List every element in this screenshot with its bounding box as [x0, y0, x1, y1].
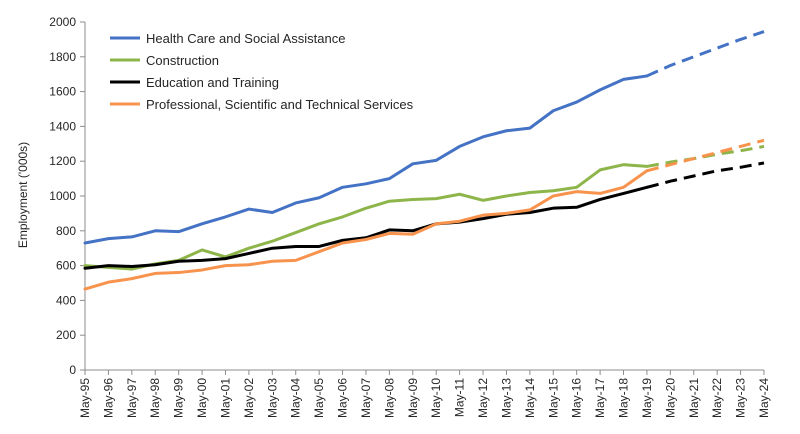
- x-tick-label: May-97: [125, 378, 139, 418]
- series-line-actual: [83, 169, 649, 291]
- x-tick-label: May-17: [593, 378, 607, 418]
- x-tick-label: May-14: [523, 378, 537, 418]
- x-axis-ticks: May-95 May-96 May-97 May-98 May-99 May-00 May-…: [78, 370, 771, 418]
- x-tick-label: May-02: [242, 378, 256, 418]
- x-tick-label: May-07: [359, 378, 373, 418]
- x-tick-label: May-10: [429, 378, 443, 418]
- x-tick-label: May-00: [195, 378, 209, 418]
- x-tick-label: May-22: [710, 378, 724, 418]
- x-tick-label: May-95: [78, 378, 92, 418]
- y-tick-label: 0: [69, 363, 76, 377]
- legend-label: Construction: [146, 53, 219, 68]
- x-tick-label: May-13: [499, 378, 513, 418]
- x-tick-label: May-18: [617, 378, 631, 418]
- series-line-projection: [646, 161, 765, 189]
- y-axis-ticks: 0 200 400 600 800 1000 1200 1400 1600 1800 2000: [49, 15, 85, 377]
- x-tick-label: May-16: [570, 378, 584, 418]
- series-line-projection: [646, 138, 765, 173]
- x-tick-label: May-23: [734, 378, 748, 418]
- series-lines: [83, 30, 765, 291]
- series-line-actual: [83, 163, 649, 271]
- y-tick-label: 1400: [49, 119, 76, 133]
- x-tick-label: May-03: [265, 378, 279, 418]
- x-tick-label: May-08: [382, 378, 396, 418]
- x-tick-label: May-06: [336, 378, 350, 418]
- y-axis-title: Employment ('000s): [16, 142, 30, 248]
- y-tick-label: 2000: [49, 15, 76, 29]
- x-tick-label: May-15: [546, 378, 560, 418]
- x-tick-label: May-01: [218, 378, 232, 418]
- y-tick-label: 1200: [49, 154, 76, 168]
- y-tick-label: 1000: [49, 189, 76, 203]
- x-tick-label: May-21: [687, 378, 701, 418]
- x-tick-label: May-11: [453, 378, 467, 417]
- x-tick-label: May-19: [640, 378, 654, 418]
- series-line-actual: [83, 74, 649, 245]
- x-tick-label: May-09: [406, 378, 420, 418]
- x-tick-label: May-98: [148, 378, 162, 418]
- legend-label: Health Care and Social Assistance: [146, 31, 345, 46]
- x-tick-label: May-12: [476, 378, 490, 418]
- series-line-actual: [83, 185, 649, 270]
- legend-label: Professional, Scientific and Technical S…: [146, 97, 414, 112]
- y-tick-label: 800: [56, 224, 76, 238]
- x-tick-label: May-96: [101, 378, 115, 418]
- x-tick-label: May-05: [312, 378, 326, 418]
- legend-label: Education and Training: [146, 75, 279, 90]
- x-tick-label: May-04: [289, 378, 303, 418]
- legend: Health Care and Social Assistance Constru…: [110, 31, 414, 112]
- y-tick-label: 400: [56, 293, 76, 307]
- x-tick-label: May-20: [663, 378, 677, 418]
- y-tick-label: 200: [56, 328, 76, 342]
- x-tick-label: May-99: [172, 378, 186, 418]
- y-tick-label: 600: [56, 259, 76, 273]
- y-tick-label: 1600: [49, 85, 76, 99]
- series-line-projection: [646, 30, 765, 78]
- y-tick-label: 1800: [49, 50, 76, 64]
- x-tick-label: May-24: [757, 378, 771, 418]
